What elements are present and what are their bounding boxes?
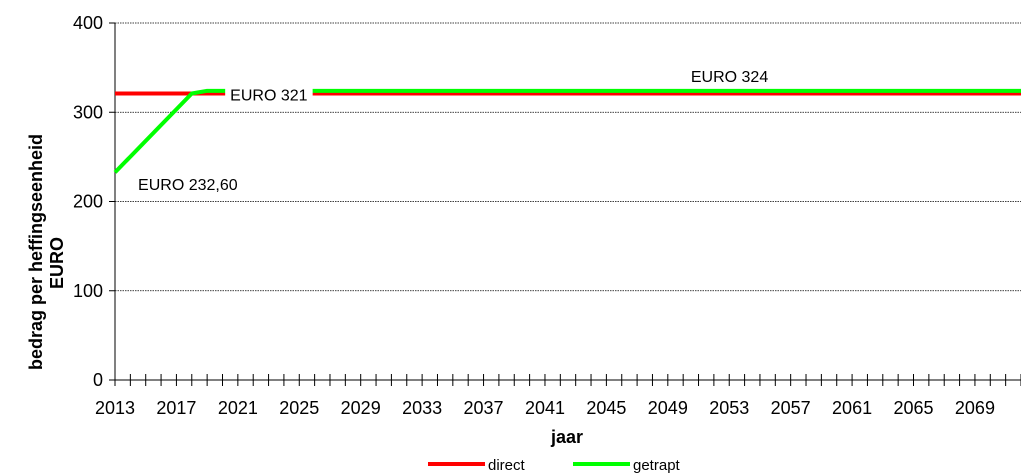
x-tick-labels: 2013 2017 2021 2025 2029 2033 2037 2041 2045 2049… bbox=[95, 398, 995, 418]
x-tick-label: 2029 bbox=[341, 398, 381, 418]
x-tick-label: 2041 bbox=[525, 398, 565, 418]
x-tick-label: 2069 bbox=[955, 398, 995, 418]
legend-label-getrapt: getrapt bbox=[633, 457, 681, 474]
x-tick-label: 2037 bbox=[464, 398, 504, 418]
annotation-label: EURO 232,60 bbox=[138, 177, 238, 194]
x-tick-label: 2049 bbox=[648, 398, 688, 418]
x-tick-label: 2057 bbox=[771, 398, 811, 418]
gridlines bbox=[109, 22, 1021, 381]
y-axis-title-line-1: bedrag per heffingseenheid bbox=[26, 134, 46, 370]
annotation-label: EURO 321 bbox=[230, 88, 307, 105]
series-line-getrapt bbox=[113, 88, 1021, 174]
x-tick-label: 2061 bbox=[832, 398, 872, 418]
y-tick-labels: 0 100 200 300 400 bbox=[73, 13, 103, 390]
y-tick-label: 0 bbox=[93, 370, 103, 390]
y-tick-label: 200 bbox=[73, 192, 103, 212]
y-tick-label: 100 bbox=[73, 281, 103, 301]
legend-label-direct: direct bbox=[488, 457, 526, 474]
annotation-background bbox=[133, 174, 243, 196]
x-ticks bbox=[114, 374, 1021, 386]
annotation-label: EURO 324 bbox=[691, 69, 768, 86]
x-tick-label: 2033 bbox=[402, 398, 442, 418]
x-tick-label: 2045 bbox=[586, 398, 626, 418]
y-tick-label: 300 bbox=[73, 102, 103, 122]
annotation-background bbox=[225, 85, 313, 107]
annotation-background bbox=[685, 66, 774, 88]
x-tick-label: 2053 bbox=[709, 398, 749, 418]
x-tick-label: 2065 bbox=[893, 398, 933, 418]
annotations: EURO 232,60 EURO 321 EURO 324 bbox=[133, 66, 774, 196]
axes bbox=[114, 23, 1021, 381]
x-tick-label: 2017 bbox=[156, 398, 196, 418]
x-tick-label: 2025 bbox=[279, 398, 319, 418]
x-tick-label: 2021 bbox=[218, 398, 258, 418]
x-tick-label: 2013 bbox=[95, 398, 135, 418]
y-axis-title-line-2: EURO bbox=[47, 237, 67, 289]
x-axis-title: jaar bbox=[550, 427, 583, 447]
legend: direct getrapt bbox=[428, 457, 681, 474]
y-tick-label: 400 bbox=[73, 13, 103, 33]
